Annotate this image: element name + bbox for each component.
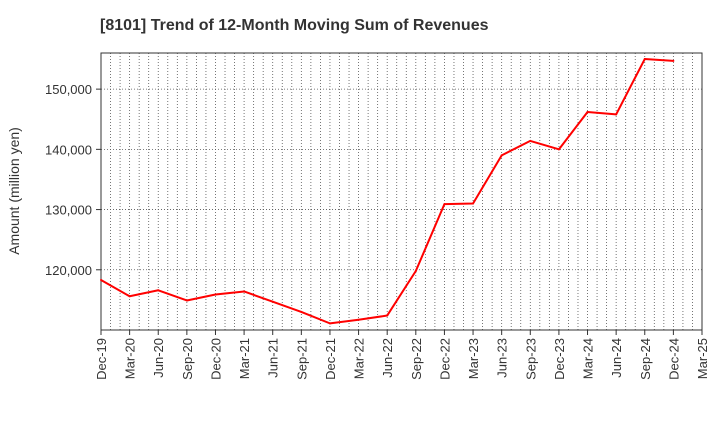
y-tick-label: 150,000 bbox=[45, 82, 92, 97]
x-tick-label: Jun-22 bbox=[380, 338, 395, 378]
data-point bbox=[214, 293, 217, 296]
data-point bbox=[615, 113, 618, 116]
chart-title: [8101] Trend of 12-Month Moving Sum of R… bbox=[100, 17, 489, 34]
y-axis-label: Amount (million yen) bbox=[6, 127, 22, 255]
data-point bbox=[357, 318, 360, 321]
data-point bbox=[672, 59, 675, 62]
data-point bbox=[443, 203, 446, 206]
x-axis: Dec-19 Mar-20 Jun-20 Sep-20 Dec-20 Mar-21 Jun-… bbox=[94, 330, 710, 380]
x-tick-label: Dec-21 bbox=[323, 338, 338, 380]
data-point bbox=[243, 290, 246, 293]
data-point bbox=[157, 289, 160, 292]
y-tick-label: 120,000 bbox=[45, 263, 92, 278]
x-tick-label: Jun-24 bbox=[609, 338, 624, 378]
x-tick-label: Dec-22 bbox=[437, 338, 452, 380]
x-tick-label: Mar-22 bbox=[352, 338, 367, 379]
x-tick-label: Mar-25 bbox=[695, 338, 710, 379]
x-tick-label: Jun-23 bbox=[495, 338, 510, 378]
data-point bbox=[472, 202, 475, 205]
x-tick-label: Sep-24 bbox=[638, 338, 653, 380]
y-axis: 120,000 130,000 140,000 150,000 bbox=[45, 82, 101, 278]
data-point bbox=[529, 139, 532, 142]
x-tick-label: Mar-21 bbox=[237, 338, 252, 379]
plot-area bbox=[100, 52, 703, 331]
x-tick-label: Mar-23 bbox=[466, 338, 481, 379]
grid bbox=[101, 53, 702, 330]
data-point bbox=[300, 310, 303, 313]
data-point bbox=[328, 322, 331, 325]
x-tick-label: Jun-20 bbox=[151, 338, 166, 378]
data-point bbox=[386, 314, 389, 317]
data-point bbox=[643, 58, 646, 61]
x-tick-label: Mar-20 bbox=[123, 338, 138, 379]
x-tick-label: Jun-21 bbox=[266, 338, 281, 378]
data-point bbox=[271, 300, 274, 303]
series-layer bbox=[100, 58, 675, 325]
x-tick-label: Sep-21 bbox=[294, 338, 309, 380]
data-point bbox=[414, 269, 417, 272]
x-tick-label: Mar-24 bbox=[581, 338, 596, 379]
x-tick-label: Dec-19 bbox=[94, 338, 109, 380]
x-tick-label: Sep-23 bbox=[523, 338, 538, 380]
data-point bbox=[500, 154, 503, 157]
x-tick-label: Dec-20 bbox=[208, 338, 223, 380]
y-tick-label: 140,000 bbox=[45, 142, 92, 157]
x-tick-label: Dec-24 bbox=[666, 338, 681, 380]
data-point bbox=[557, 148, 560, 151]
data-point bbox=[128, 295, 131, 298]
y-tick-label: 130,000 bbox=[45, 203, 92, 218]
data-point bbox=[100, 279, 102, 282]
x-tick-label: Dec-23 bbox=[552, 338, 567, 380]
data-point bbox=[185, 299, 188, 302]
x-tick-label: Sep-20 bbox=[180, 338, 195, 380]
data-point bbox=[586, 111, 589, 114]
x-tick-label: Sep-22 bbox=[409, 338, 424, 380]
